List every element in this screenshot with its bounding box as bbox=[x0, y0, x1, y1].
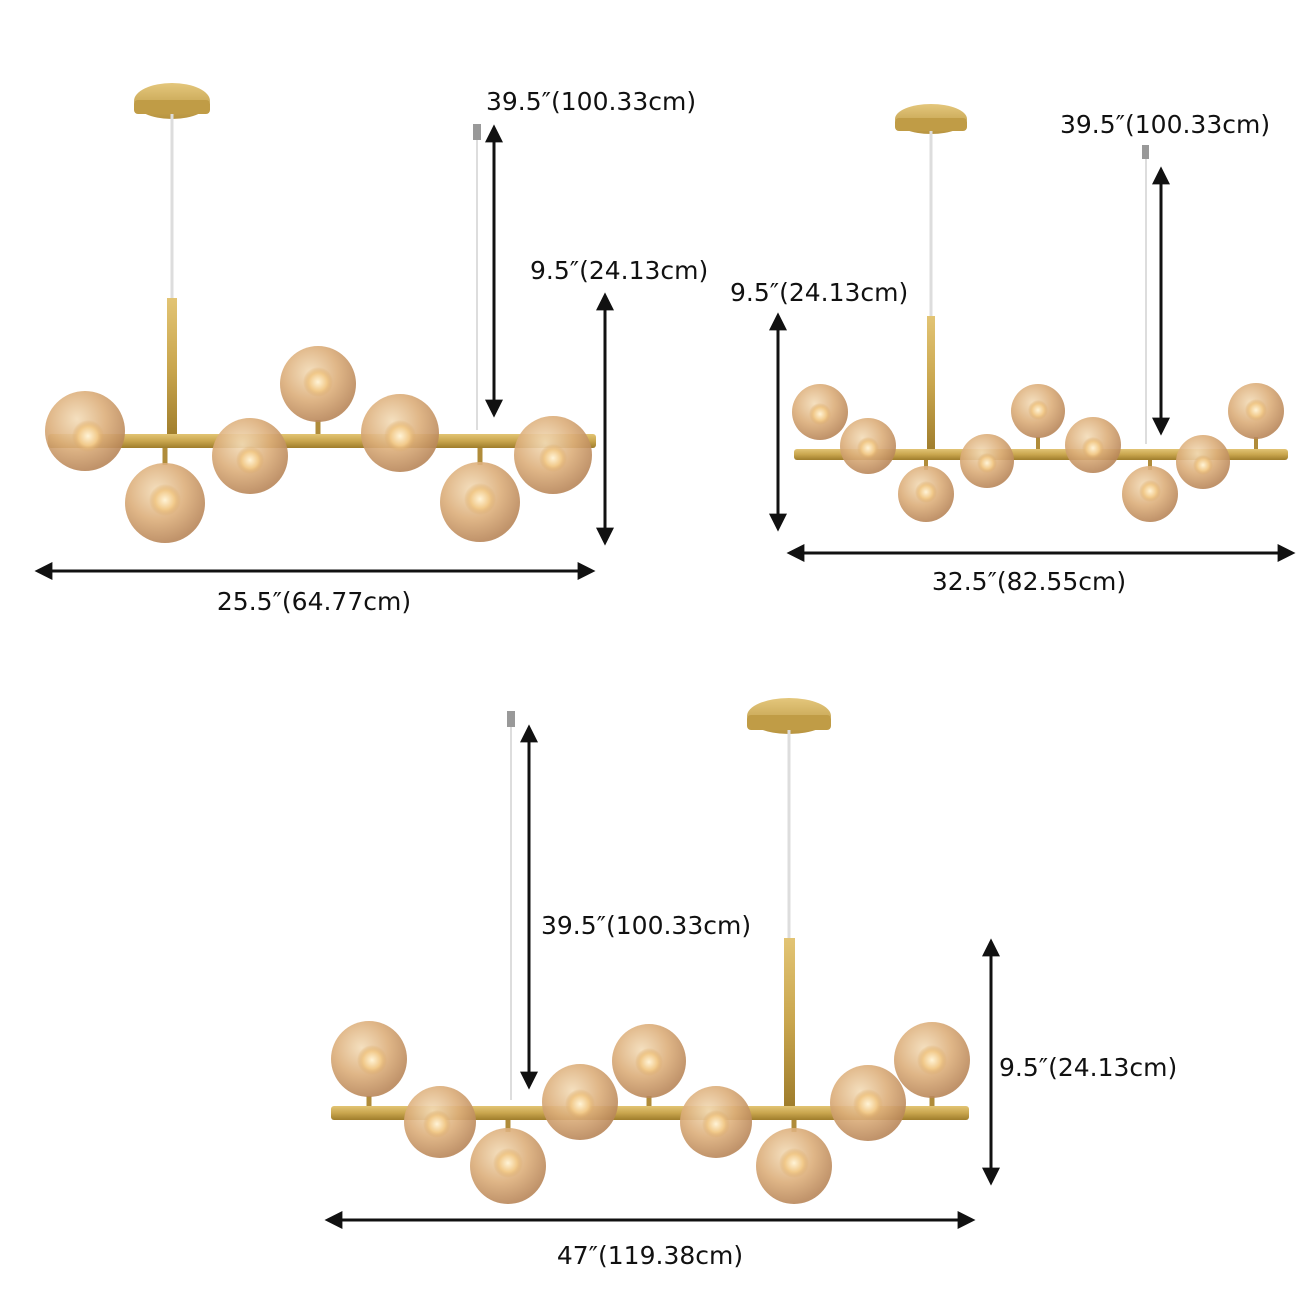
main-bar bbox=[48, 434, 596, 448]
globe bbox=[1228, 383, 1284, 449]
cable-clip bbox=[473, 124, 481, 140]
height-label: 9.5″(24.13cm) bbox=[999, 1053, 1177, 1082]
canopy-rim bbox=[747, 715, 831, 730]
globe bbox=[756, 1120, 832, 1204]
cable-length-label: 39.5″(100.33cm) bbox=[1060, 110, 1270, 139]
down-rod bbox=[784, 938, 795, 1106]
globe bbox=[830, 1065, 906, 1141]
globe bbox=[125, 448, 205, 543]
globe bbox=[612, 1024, 686, 1106]
globe bbox=[792, 384, 848, 440]
globe bbox=[1122, 460, 1178, 522]
globe bbox=[514, 416, 592, 494]
globe bbox=[331, 1021, 407, 1106]
down-rod bbox=[167, 298, 177, 438]
globe bbox=[1176, 435, 1230, 489]
lamp-bottom: 39.5″(100.33cm) 9.5″(24.13cm) 47″(119.38… bbox=[324, 698, 1177, 1270]
globe bbox=[542, 1064, 618, 1140]
globe bbox=[840, 418, 896, 474]
canopy-rim bbox=[895, 118, 967, 131]
globe bbox=[960, 434, 1014, 488]
globe bbox=[894, 1022, 970, 1106]
globe bbox=[440, 448, 520, 542]
height-label: 9.5″(24.13cm) bbox=[730, 278, 908, 307]
globe bbox=[212, 418, 288, 494]
down-rod bbox=[927, 316, 935, 452]
lamp-top-left: 39.5″(100.33cm) 9.5″(24.13cm) 25.5″(64.7… bbox=[34, 83, 708, 616]
globe bbox=[404, 1086, 476, 1158]
width-label: 47″(119.38cm) bbox=[557, 1241, 743, 1270]
globe bbox=[45, 391, 125, 471]
globe bbox=[1065, 417, 1121, 473]
globe bbox=[1011, 384, 1065, 449]
width-label: 32.5″(82.55cm) bbox=[932, 567, 1126, 596]
width-label: 25.5″(64.77cm) bbox=[217, 587, 411, 616]
canopy-rim bbox=[134, 100, 210, 114]
globe bbox=[470, 1120, 546, 1204]
globe bbox=[680, 1086, 752, 1158]
height-label: 9.5″(24.13cm) bbox=[530, 256, 708, 285]
main-bar bbox=[794, 449, 1288, 460]
cable-clip bbox=[507, 711, 515, 727]
main-bar bbox=[331, 1106, 969, 1120]
lamp-top-right: 39.5″(100.33cm) 9.5″(24.13cm) 32.5″(82.5… bbox=[730, 104, 1296, 596]
cable-length-label: 39.5″(100.33cm) bbox=[541, 911, 751, 940]
globe bbox=[361, 394, 439, 472]
globe bbox=[898, 460, 954, 522]
cable-length-label: 39.5″(100.33cm) bbox=[486, 87, 696, 116]
globe bbox=[280, 346, 356, 434]
cable-clip bbox=[1142, 145, 1149, 159]
